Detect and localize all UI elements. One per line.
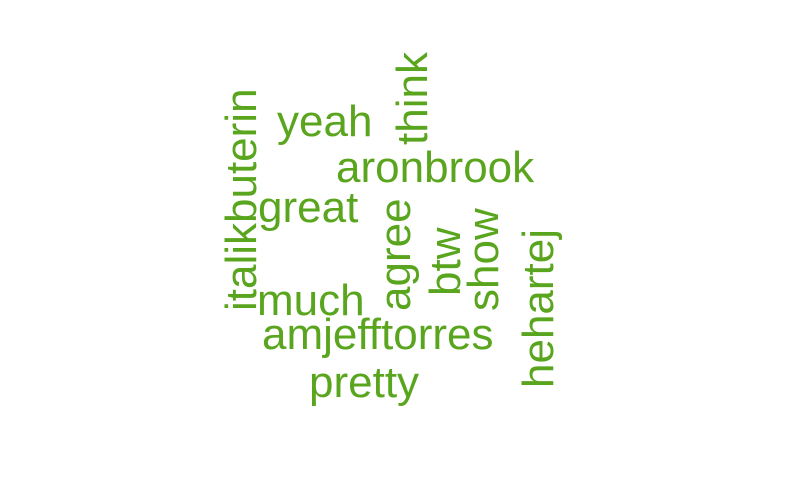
word-aronbrook: aronbrook bbox=[336, 143, 535, 192]
word-amjefftorres: amjefftorres bbox=[262, 310, 494, 359]
word-hehartej: hehartej bbox=[514, 228, 563, 388]
word-show: show bbox=[459, 208, 508, 311]
word-agree: agree bbox=[371, 198, 420, 311]
word-think: think bbox=[388, 52, 437, 145]
word-pretty: pretty bbox=[309, 358, 420, 407]
word-great: great bbox=[258, 183, 359, 232]
word-yeah: yeah bbox=[277, 97, 373, 146]
word-much: much bbox=[257, 276, 365, 325]
